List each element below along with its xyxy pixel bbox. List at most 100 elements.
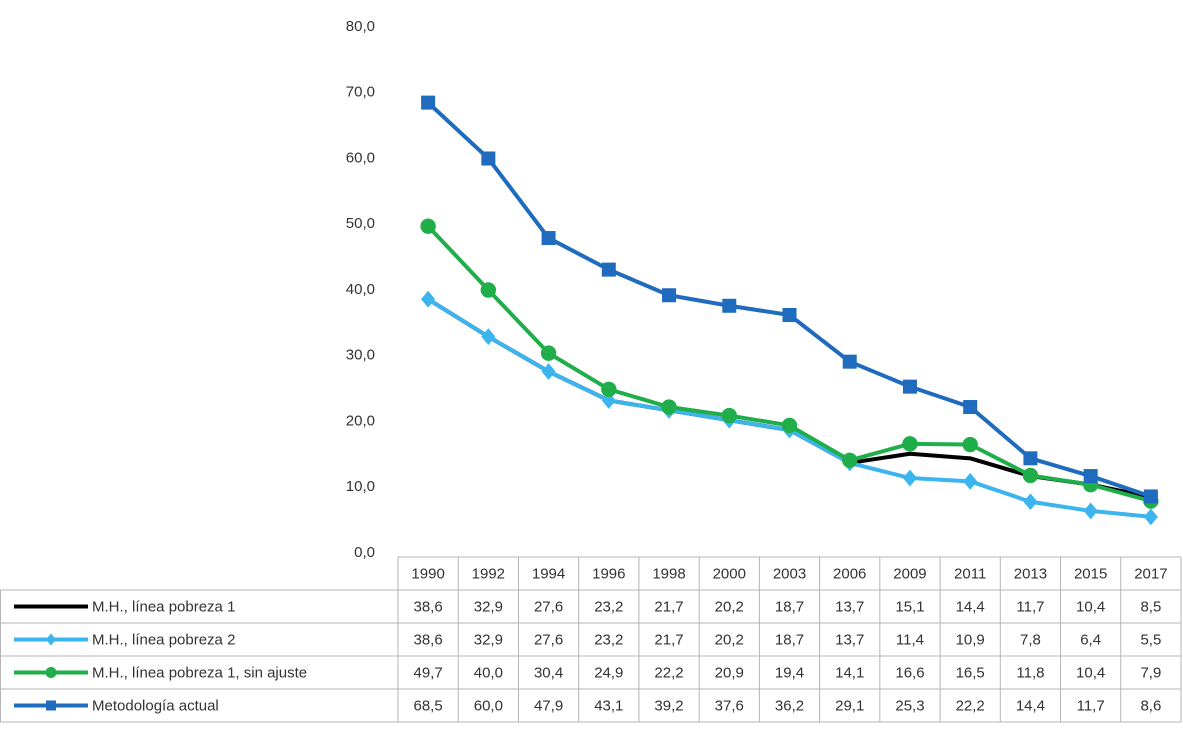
- table-value: 49,7: [414, 664, 443, 681]
- table-value: 60,0: [474, 697, 503, 714]
- y-tick-label: 30,0: [346, 347, 375, 364]
- legend-label: M.H., línea pobreza 2: [92, 631, 235, 648]
- table-value: 11,7: [1016, 598, 1044, 615]
- table-value: 10,9: [956, 631, 985, 648]
- series-marker: [722, 298, 737, 313]
- table-value: 32,9: [474, 631, 503, 648]
- series-marker: [782, 307, 797, 322]
- x-tick-label: 2006: [833, 565, 866, 582]
- table-value: 24,9: [594, 664, 623, 681]
- x-tick-label: 1990: [411, 565, 444, 582]
- series-marker: [962, 436, 978, 453]
- legend-marker: [46, 633, 56, 646]
- series-marker: [541, 231, 556, 246]
- table-value: 43,1: [594, 697, 623, 714]
- table-value: 6,4: [1080, 631, 1101, 648]
- series-marker: [1022, 467, 1039, 484]
- series-marker: [601, 262, 616, 277]
- table-value: 38,6: [414, 631, 443, 648]
- table-value: 16,5: [956, 664, 985, 681]
- series-marker: [601, 392, 616, 409]
- table-value: 11,4: [896, 631, 924, 648]
- x-tick-label: 2015: [1074, 565, 1107, 582]
- table-value: 30,4: [534, 664, 563, 681]
- y-tick-label: 10,0: [346, 478, 375, 495]
- series-marker: [421, 290, 436, 308]
- table-value: 10,4: [1076, 598, 1105, 615]
- table-value: 14,4: [1016, 697, 1045, 714]
- y-tick-label: 60,0: [346, 149, 375, 166]
- table-value: 25,3: [895, 697, 924, 714]
- table-value: 47,9: [534, 697, 563, 714]
- table-value: 20,2: [715, 631, 744, 648]
- legend-marker: [45, 667, 57, 678]
- table-value: 18,7: [775, 631, 804, 648]
- table-value: 27,6: [534, 631, 563, 648]
- table-value: 7,9: [1140, 664, 1161, 681]
- x-tick-label: 2000: [713, 565, 746, 582]
- series-marker: [842, 354, 857, 369]
- table-value: 20,9: [715, 664, 744, 681]
- series-marker: [481, 328, 496, 346]
- table-value: 23,2: [594, 631, 623, 648]
- series-marker: [420, 218, 436, 234]
- x-tick-label: 2009: [893, 565, 926, 582]
- x-tick-label: 1996: [592, 565, 625, 582]
- series-marker: [781, 417, 798, 434]
- y-tick-label: 50,0: [346, 215, 375, 232]
- x-tick-label: 2013: [1014, 565, 1047, 582]
- table-value: 19,4: [775, 664, 804, 681]
- table-value: 29,1: [835, 697, 864, 714]
- series-marker: [1143, 508, 1158, 526]
- table-value: 21,7: [654, 598, 683, 615]
- series-marker: [480, 282, 497, 298]
- y-tick-label: 20,0: [346, 412, 375, 429]
- table-value: 7,8: [1020, 631, 1041, 648]
- series-marker: [902, 379, 917, 394]
- table-value: 21,7: [654, 631, 683, 648]
- table-value: 27,6: [534, 598, 563, 615]
- series-marker: [842, 452, 858, 468]
- y-tick-label: 80,0: [346, 18, 375, 35]
- table-value: 22,2: [956, 697, 985, 714]
- series-marker: [1083, 469, 1098, 484]
- table-value: 32,9: [474, 598, 503, 615]
- table-value: 68,5: [414, 697, 443, 714]
- series-marker: [601, 381, 617, 397]
- legend-label: M.H., línea pobreza 1, sin ajuste: [92, 664, 307, 681]
- series-marker: [1023, 493, 1038, 511]
- series-marker: [1023, 451, 1038, 466]
- table-value: 14,4: [956, 598, 985, 615]
- y-tick-label: 0,0: [354, 544, 375, 561]
- legend-label: Metodología actual: [92, 697, 219, 714]
- table-value: 23,2: [594, 598, 623, 615]
- series-marker: [661, 399, 677, 415]
- table-value: 14,1: [835, 664, 864, 681]
- series-marker: [963, 472, 978, 490]
- y-tick-label: 70,0: [346, 84, 375, 101]
- x-tick-label: 1992: [472, 565, 505, 582]
- x-tick-label: 2017: [1134, 565, 1167, 582]
- series-marker: [902, 436, 918, 452]
- series-line: [427, 297, 1152, 519]
- table-value: 22,2: [654, 664, 683, 681]
- table-value: 8,6: [1140, 697, 1161, 714]
- table-value: 13,7: [835, 598, 864, 615]
- series-marker: [963, 400, 978, 415]
- y-tick-label: 40,0: [346, 281, 375, 298]
- legend-label: M.H., línea pobreza 1: [92, 598, 235, 615]
- x-tick-label: 1998: [652, 565, 685, 582]
- series-marker: [902, 469, 917, 487]
- table-value: 39,2: [654, 697, 683, 714]
- series-marker: [1143, 489, 1158, 504]
- series-line: [427, 297, 1152, 500]
- table-value: 36,2: [775, 697, 804, 714]
- table-value: 13,7: [835, 631, 864, 648]
- table-value: 16,6: [895, 664, 924, 681]
- table-value: 11,8: [1016, 664, 1044, 681]
- table-value: 18,7: [775, 598, 804, 615]
- table-value: 10,4: [1076, 664, 1105, 681]
- series-marker: [721, 407, 737, 424]
- table-value: 8,5: [1140, 598, 1161, 615]
